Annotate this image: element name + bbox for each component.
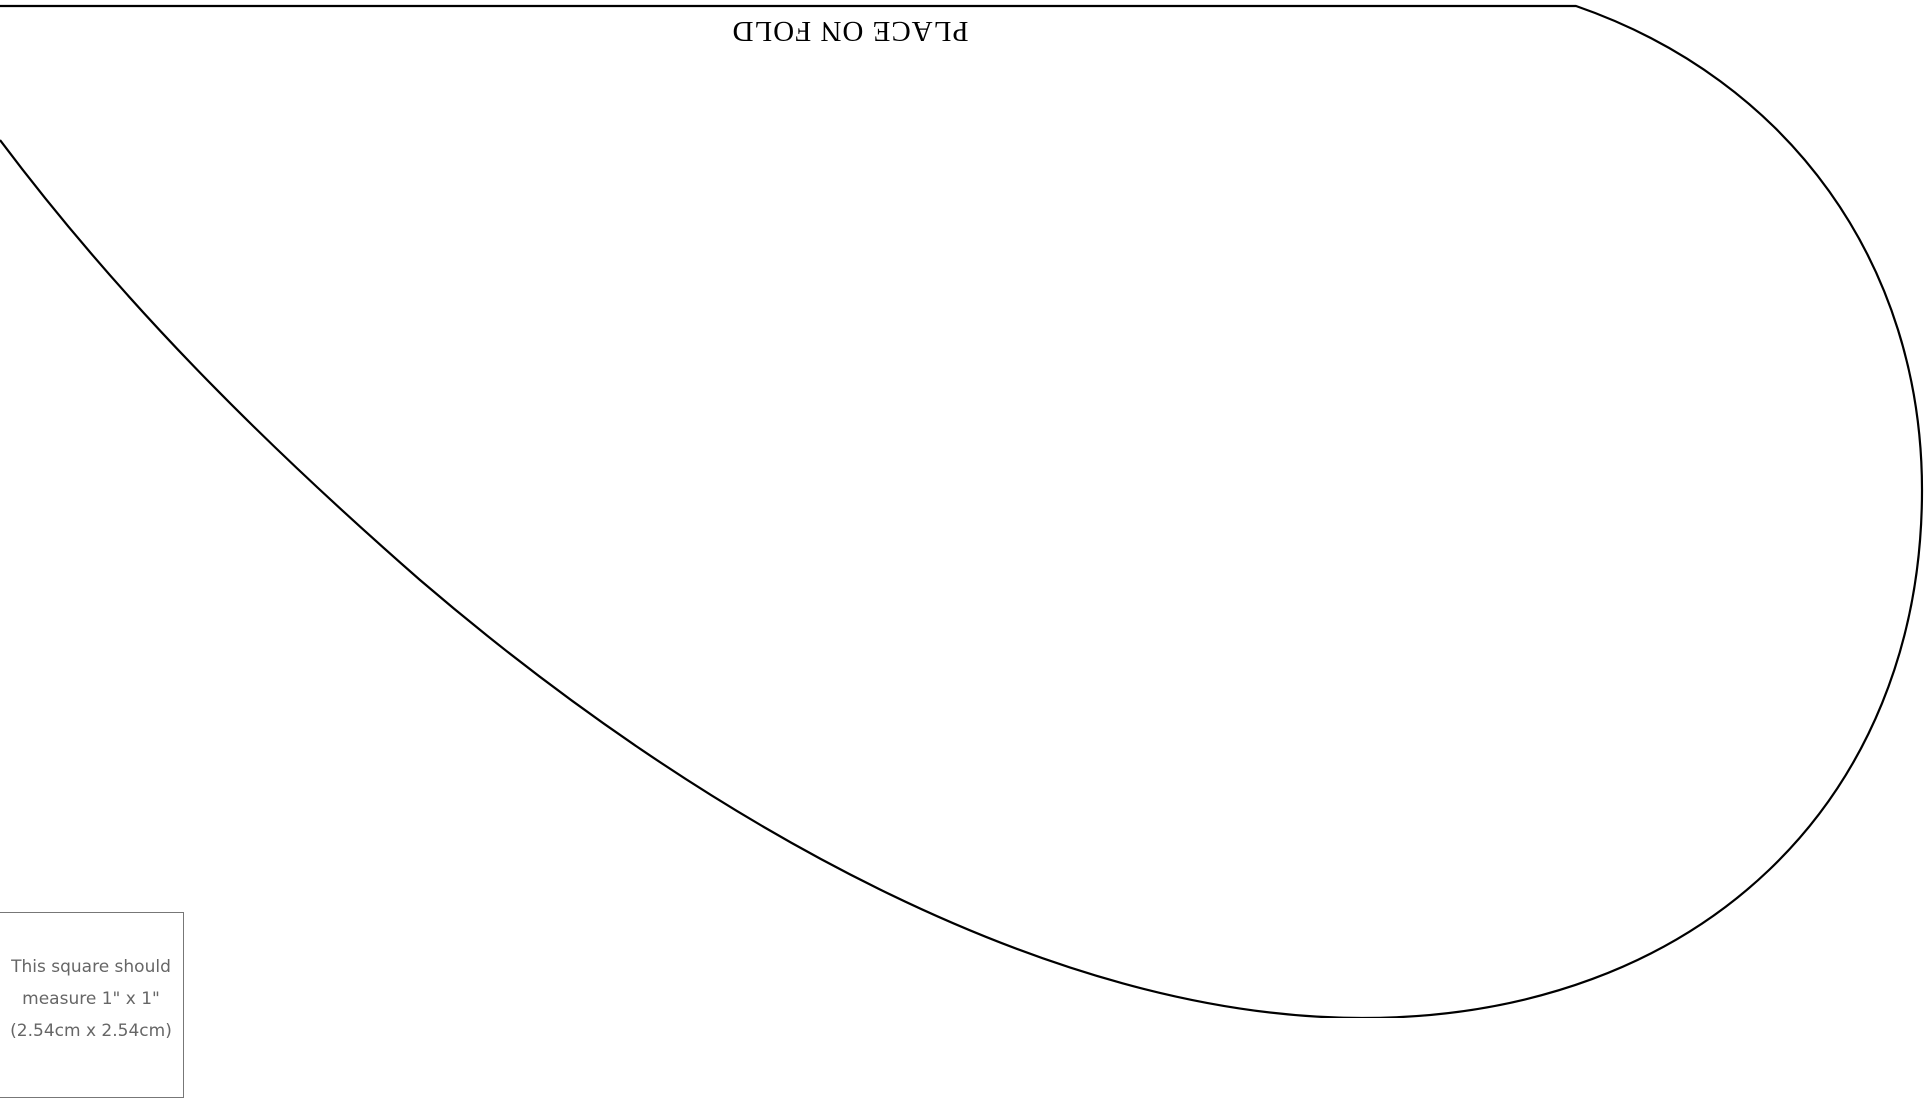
pattern-piece-canvas	[0, 4, 1924, 1018]
scale-line-2: measure 1" x 1"	[22, 989, 160, 1009]
scale-line-1: This square should	[11, 957, 171, 977]
pattern-piece-outline	[0, 4, 1924, 1018]
scale-instructions: This square should measure 1" x 1" (2.54…	[0, 951, 183, 1047]
place-on-fold-label: PLACE ON FOLD	[731, 15, 969, 47]
scale-reference-square: This square should measure 1" x 1" (2.54…	[0, 912, 184, 1098]
scale-line-3: (2.54cm x 2.54cm)	[10, 1021, 172, 1041]
